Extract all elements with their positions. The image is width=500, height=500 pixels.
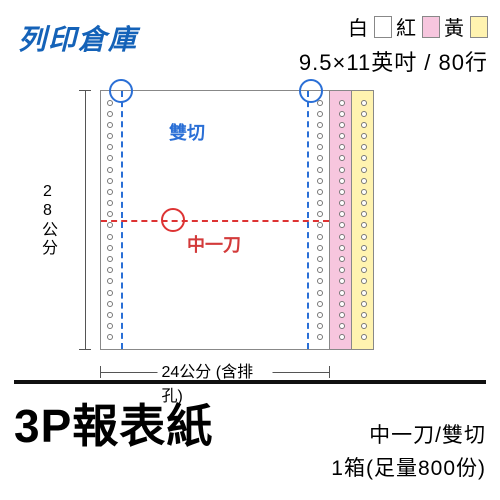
paper-diagram: 28公分 雙切 中一刀 24公分 (含排孔): [100, 90, 400, 360]
swatch-yellow: [470, 16, 488, 38]
swatch-pink: [422, 16, 440, 38]
vertical-perf-label: 雙切: [169, 119, 205, 145]
swatch-label-white: 白: [348, 12, 368, 41]
swatch-white: [374, 16, 392, 38]
color-swatch-row: 白 紅 黃: [299, 12, 488, 41]
sheet-white: 雙切 中一刀: [100, 90, 330, 350]
swatch-label-yellow: 黃: [444, 12, 464, 41]
product-spec-2: 1箱(足量800份): [331, 452, 486, 482]
top-right-block: 白 紅 黃 9.5×11英吋 / 80行: [299, 12, 488, 77]
holes-pink-right: [335, 91, 349, 349]
brand-logo: 列印倉庫: [18, 18, 138, 58]
footer-block: 3P報表紙 中一刀/雙切 1箱(足量800份): [14, 380, 486, 482]
horizontal-perforation: [101, 220, 329, 222]
dimensions-text: 9.5×11英吋 / 80行: [299, 45, 488, 77]
holes-yellow-right: [357, 91, 371, 349]
height-measure: 28公分: [45, 90, 95, 350]
height-label: 28公分: [39, 183, 55, 257]
horizontal-perf-label: 中一刀: [187, 231, 241, 257]
circle-indicator-middle: [161, 208, 185, 232]
circle-indicator-top-right: [299, 79, 323, 103]
swatch-label-red: 紅: [396, 12, 416, 41]
circle-indicator-top-left: [109, 79, 133, 103]
product-title: 3P報表紙: [14, 390, 213, 456]
divider-bar: [14, 380, 486, 384]
product-spec-1: 中一刀/雙切: [369, 419, 486, 449]
